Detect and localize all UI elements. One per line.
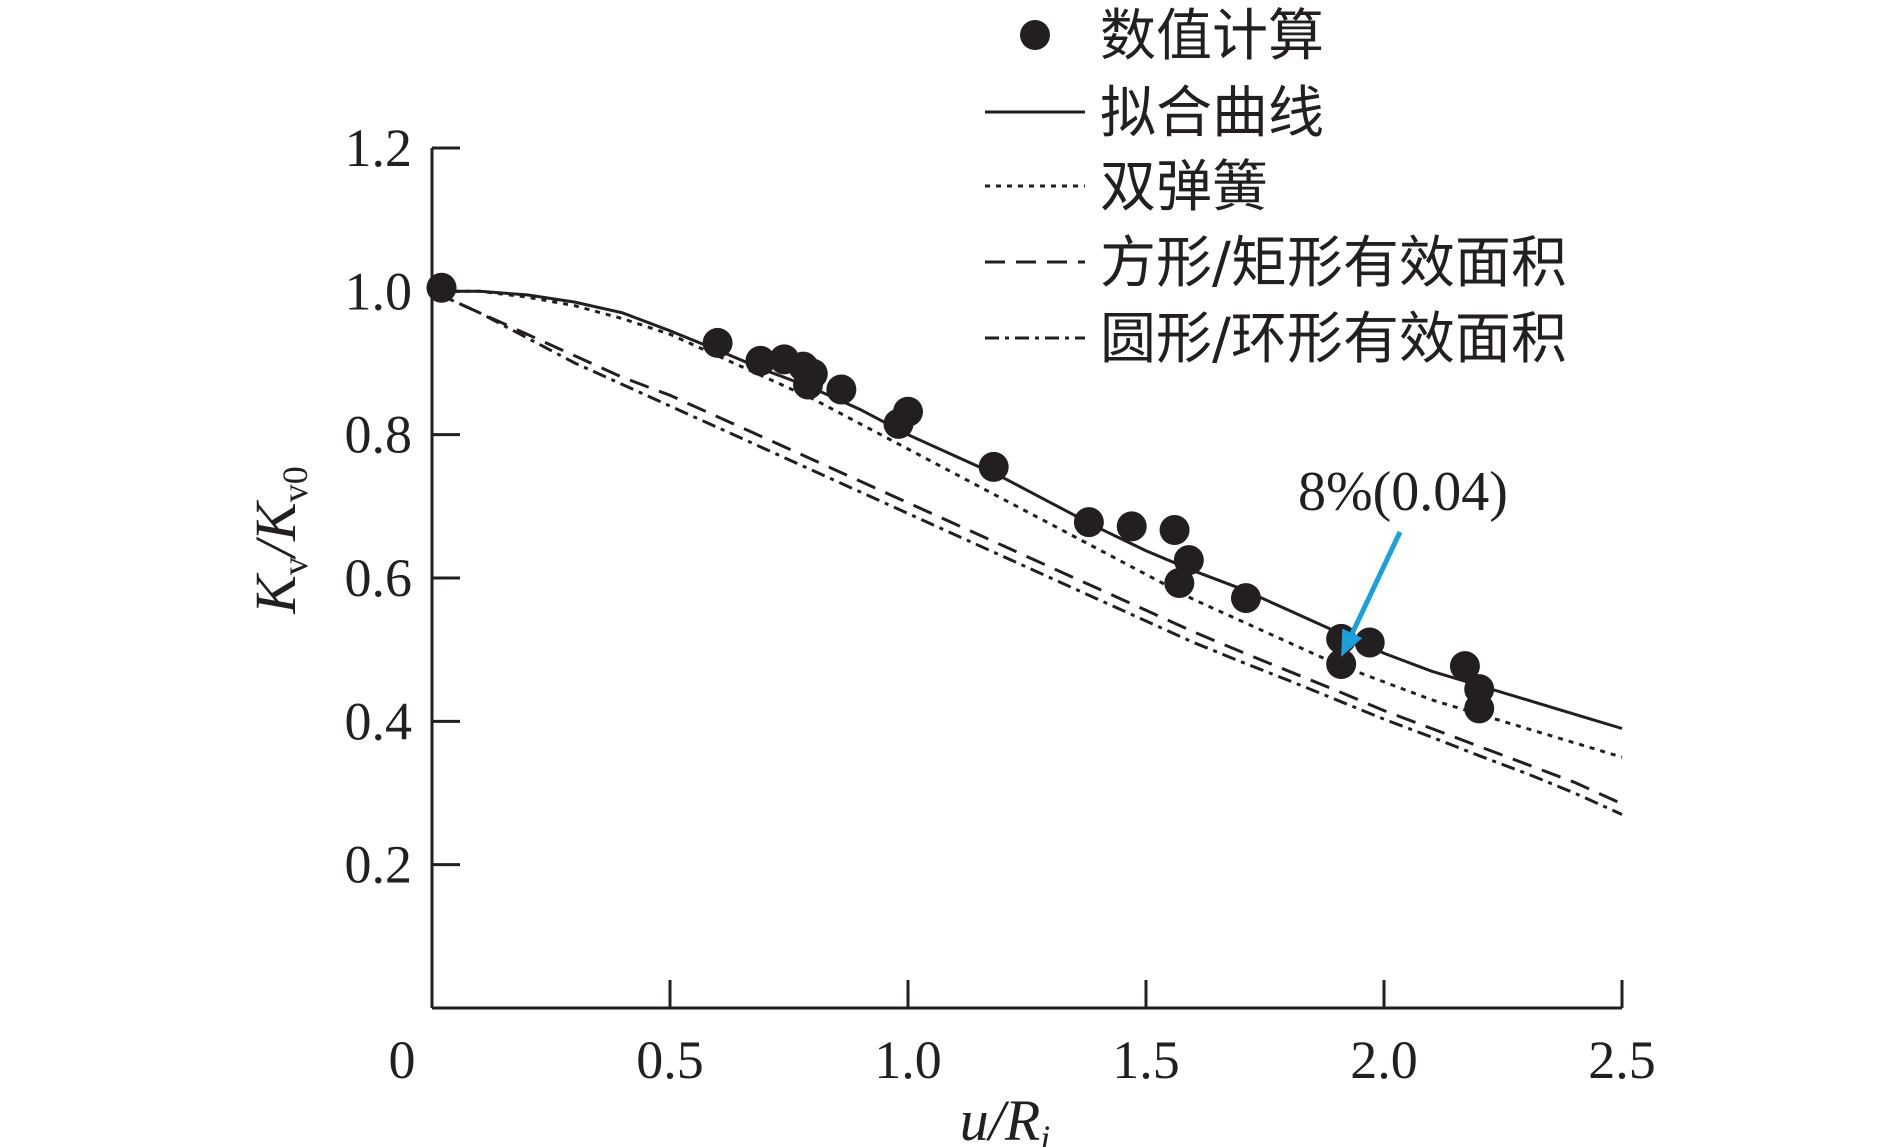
data-point (702, 327, 733, 358)
x-axis-label: u/Ri (960, 1088, 1051, 1147)
x-tick-label: 0.5 (636, 1030, 704, 1090)
y-tick-label: 1.2 (345, 118, 413, 178)
y-label-a-sub: v (275, 557, 315, 575)
x-ticks: 0 0.5 1.0 1.5 2.0 2.5 (389, 980, 1656, 1090)
y-axis-label: Kv/Kv0 (243, 466, 315, 615)
data-point (978, 451, 1009, 482)
annotation-arrow (1349, 530, 1403, 635)
legend-label: 拟合曲线 (1100, 81, 1324, 146)
data-point (1159, 514, 1190, 545)
x-tick-label: 1.5 (1112, 1030, 1180, 1090)
y-label-b: K (243, 499, 308, 542)
series-line-3 (431, 289, 1623, 806)
y-label-a: K (243, 572, 308, 615)
scatter-points (426, 272, 1495, 724)
legend-label: 方形/矩形有效面积 (1100, 231, 1567, 296)
legend-label: 双弹簧 (1100, 155, 1268, 220)
y-tick-label: 0.2 (345, 835, 413, 895)
y-ticks: 0.2 0.4 0.6 0.8 1.0 1.2 (345, 118, 460, 895)
data-point (1073, 507, 1104, 538)
series-lines (431, 289, 1623, 816)
data-point (893, 396, 923, 427)
annotation: 8%(0.04) (1298, 461, 1508, 657)
x-tick-label: 2.0 (1350, 1030, 1418, 1090)
x-label-sub: i (1040, 1118, 1050, 1147)
y-tick-label: 0.4 (345, 691, 413, 751)
series-line-1 (432, 289, 1623, 730)
data-point (1164, 568, 1195, 599)
data-point (1449, 651, 1480, 682)
data-point (1464, 693, 1495, 724)
legend-label: 数值计算 (1100, 4, 1324, 69)
y-tick-label: 0.6 (345, 548, 413, 608)
data-point (1173, 545, 1204, 576)
y-tick-label: 1.0 (345, 261, 413, 321)
legend-marker (1020, 20, 1050, 50)
x-tick-label: 0 (389, 1030, 416, 1090)
data-point (826, 374, 857, 405)
series-line-4 (431, 289, 1623, 816)
data-point (1326, 649, 1357, 679)
y-label-b-sub: v0 (275, 466, 315, 502)
annotation-arrowhead (1341, 628, 1363, 657)
legend-label: 圆形/环形有效面积 (1100, 307, 1567, 372)
data-point (1354, 627, 1385, 658)
data-point (793, 369, 824, 400)
x-label-main: u/R (960, 1088, 1041, 1147)
data-point (1116, 511, 1147, 542)
data-point (426, 272, 457, 303)
series-line-2 (432, 289, 1623, 759)
data-point (745, 345, 776, 376)
x-tick-label: 1.0 (874, 1030, 942, 1090)
annotation-label: 8%(0.04) (1298, 461, 1508, 523)
y-tick-label: 0.8 (345, 405, 413, 465)
data-point (1230, 583, 1261, 614)
x-tick-label: 2.5 (1588, 1030, 1656, 1090)
